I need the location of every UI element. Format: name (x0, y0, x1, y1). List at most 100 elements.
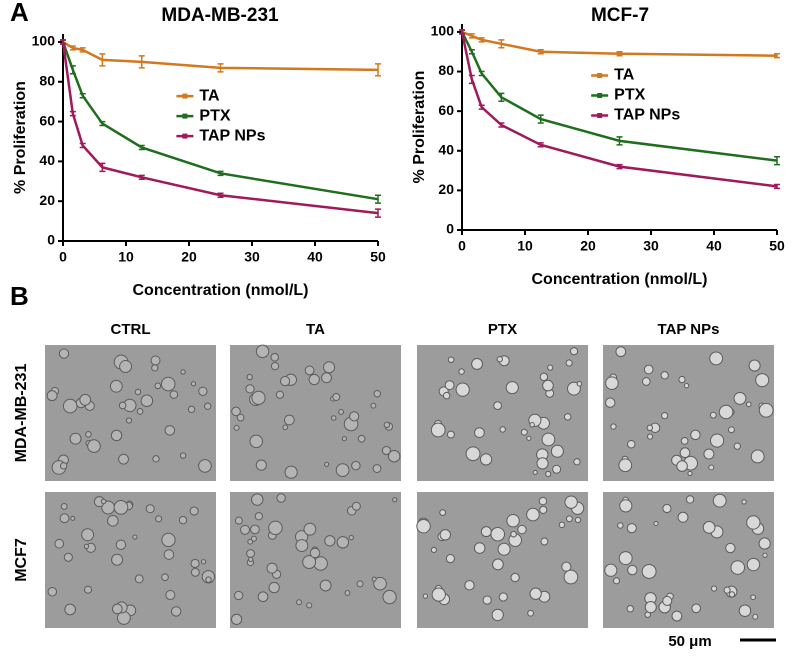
cell (505, 381, 519, 395)
cell (730, 560, 746, 575)
cell (236, 413, 245, 422)
cell (230, 613, 243, 625)
cell (618, 551, 633, 566)
cell (351, 460, 361, 471)
cell (565, 515, 573, 523)
cell (615, 346, 627, 358)
error-bar (478, 70, 485, 77)
x-tick-label: 20 (580, 238, 596, 254)
cell (758, 537, 771, 550)
cell (169, 390, 179, 399)
cell (83, 585, 93, 594)
error-bar (616, 163, 623, 170)
cell (284, 414, 295, 426)
y-tick-label: 100 (431, 23, 455, 39)
y-tick-label: 80 (438, 62, 454, 78)
cell (179, 452, 187, 459)
cell (574, 516, 582, 524)
cell (69, 432, 82, 445)
cell (255, 344, 270, 359)
cell (605, 397, 616, 408)
cell (442, 391, 451, 400)
cell (709, 351, 724, 366)
cell (132, 534, 138, 540)
cell (662, 503, 672, 514)
error-bar (498, 39, 505, 49)
x-tick-label: 0 (458, 238, 466, 254)
cell (430, 546, 437, 554)
cell (643, 364, 654, 375)
x-tick-label: 50 (769, 238, 785, 254)
row-label: MCF7 (13, 538, 30, 582)
error-bar (79, 47, 86, 53)
cell (187, 405, 196, 414)
error-bar (616, 50, 623, 57)
cell (439, 529, 452, 541)
cell (506, 514, 520, 528)
cell (306, 602, 313, 609)
cell (526, 507, 540, 522)
error-bar (478, 37, 485, 43)
cell (653, 520, 659, 527)
cell (245, 384, 255, 394)
cell (723, 586, 731, 594)
cell (473, 542, 486, 554)
cell (617, 522, 624, 529)
cell (517, 524, 527, 535)
legend-marker (597, 93, 603, 98)
cell (499, 426, 506, 433)
error-bar (99, 162, 106, 173)
legend-label: PTX (614, 87, 645, 104)
cell (249, 434, 263, 449)
cell (552, 464, 562, 474)
legend-marker (597, 113, 603, 118)
cell (474, 427, 485, 438)
error-bar (217, 170, 224, 177)
cell (113, 499, 129, 515)
cell (738, 604, 752, 618)
cell (87, 439, 101, 453)
cell (140, 394, 154, 408)
cell (573, 458, 581, 466)
cell (246, 549, 255, 558)
cell (762, 552, 768, 558)
cell (200, 559, 207, 565)
x-tick-label: 10 (118, 249, 134, 265)
cell (152, 455, 160, 463)
cell (308, 373, 320, 386)
cell (641, 564, 657, 579)
error-bar (537, 49, 544, 55)
cell (63, 552, 73, 562)
cell (282, 424, 289, 431)
error-bar (375, 208, 381, 218)
cell (125, 417, 133, 424)
y-tick-label: 20 (39, 192, 55, 208)
cell (550, 444, 564, 458)
cell (324, 535, 336, 547)
cell (373, 389, 381, 398)
cell (268, 520, 283, 536)
cell (708, 464, 715, 471)
cell (189, 506, 199, 516)
cell (416, 518, 431, 534)
cell (542, 379, 554, 392)
micrograph (230, 345, 401, 481)
cell (627, 564, 638, 576)
cell (482, 595, 492, 605)
cell (190, 567, 200, 577)
cell (687, 470, 693, 477)
cell (161, 573, 169, 582)
cell (709, 411, 717, 419)
cell (626, 439, 636, 449)
cell (752, 613, 759, 620)
cell (246, 373, 253, 381)
cell (100, 498, 107, 505)
cell (529, 422, 535, 428)
error-bar (79, 142, 86, 149)
cell (539, 372, 549, 382)
cell (612, 577, 621, 585)
cell (295, 539, 309, 553)
legend-label: TA (614, 67, 635, 84)
cell (276, 493, 286, 503)
legend-marker (182, 93, 188, 99)
